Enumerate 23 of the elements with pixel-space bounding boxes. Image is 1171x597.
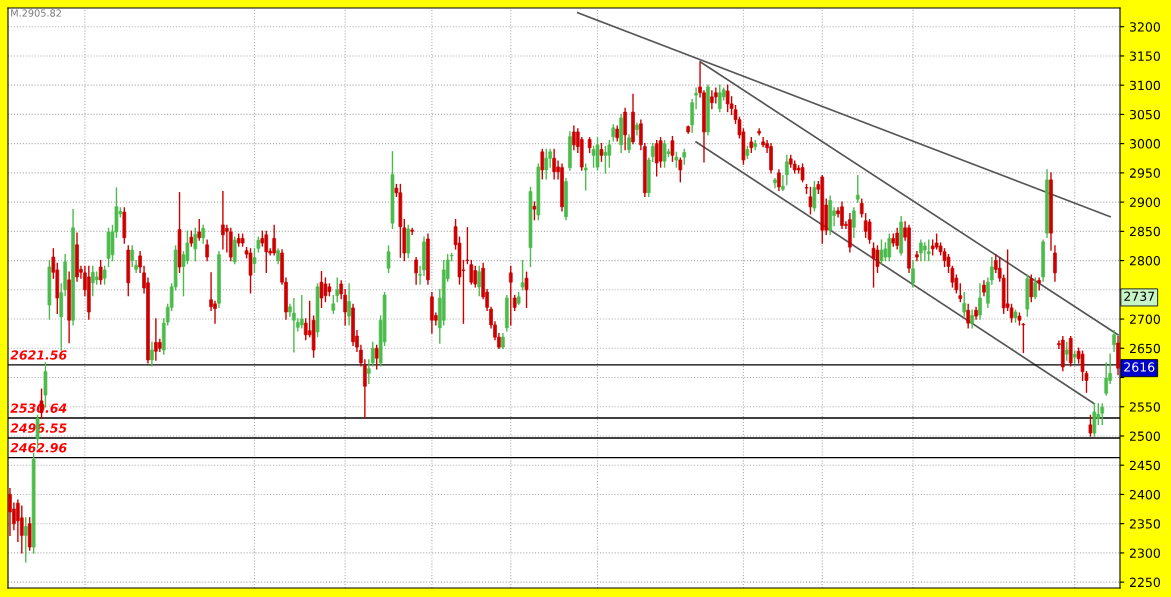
- ref-line-label: 2462.96: [10, 442, 67, 453]
- y-tick-label: 2350: [1129, 519, 1161, 529]
- y-tick-label: 3200: [1129, 22, 1161, 32]
- ref-line-label: 2621.56: [10, 350, 67, 360]
- y-tick-label: 2900: [1129, 197, 1161, 208]
- y-tick-label: 2250: [1129, 577, 1161, 588]
- y-tick-label: 2850: [1129, 226, 1161, 237]
- y-tick-label: 2400: [1129, 489, 1161, 500]
- y-tick-label: 3000: [1129, 139, 1161, 149]
- annotation: M.2905.82: [11, 9, 61, 17]
- y-tick-label: 2650: [1129, 343, 1161, 354]
- y-tick-label: 3100: [1129, 80, 1161, 91]
- annotation: 2737: [1124, 291, 1155, 302]
- y-tick-label: 2450: [1129, 460, 1161, 471]
- y-tick-label: 2700: [1129, 314, 1161, 324]
- y-tick-label: 2800: [1129, 256, 1161, 266]
- y-tick-label: 3150: [1129, 51, 1161, 61]
- annotation: 2616: [1124, 362, 1155, 372]
- y-tick-label: 2950: [1129, 168, 1161, 178]
- y-tick-label: 2550: [1129, 402, 1161, 412]
- y-tick-label: 3050: [1129, 109, 1161, 120]
- y-tick-label: 2300: [1129, 548, 1161, 558]
- y-tick-label: 2500: [1129, 431, 1161, 441]
